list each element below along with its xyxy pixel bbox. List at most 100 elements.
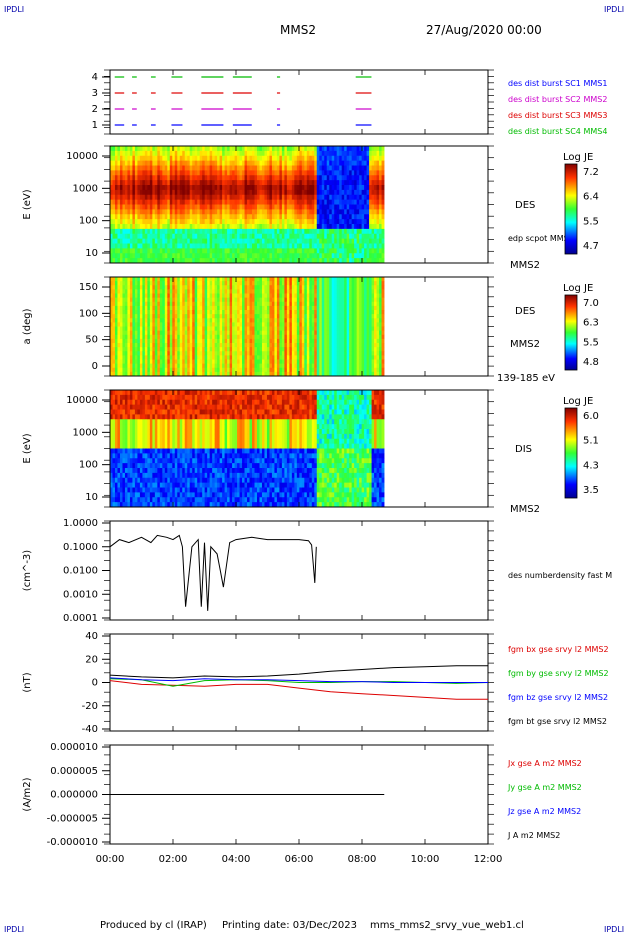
- heatmap-cell: [254, 297, 258, 303]
- heatmap-cell: [256, 248, 260, 254]
- heatmap-cell: [119, 160, 123, 166]
- heatmap-cell: [321, 146, 325, 152]
- heatmap-cell: [207, 338, 211, 344]
- heatmap-cell: [374, 160, 377, 166]
- heatmap-cell: [269, 224, 273, 230]
- heatmap-cell: [112, 219, 116, 225]
- heatmap-cell: [309, 189, 313, 196]
- heatmap-cell: [164, 224, 168, 230]
- heatmap-cell: [172, 189, 176, 196]
- heatmap-cell: [237, 343, 240, 348]
- heatmap-cell: [304, 214, 308, 220]
- heatmap-cell: [309, 204, 313, 210]
- heatmap-cell: [274, 322, 278, 327]
- heatmap-cell: [189, 180, 193, 186]
- heatmap-cell: [164, 338, 168, 344]
- heatmap-cell: [177, 204, 181, 210]
- heatmap-cell: [119, 150, 123, 157]
- heatmap-cell: [119, 318, 123, 323]
- heatmap-cell: [242, 209, 245, 215]
- heatmap-cell: [209, 334, 213, 340]
- heatmap-cell: [339, 214, 343, 220]
- heatmap-cell: [217, 326, 221, 332]
- heatmap-cell: [324, 238, 328, 244]
- heatmap-cell: [359, 219, 363, 225]
- heatmap-cell: [114, 347, 118, 352]
- heatmap-cell: [159, 233, 163, 240]
- heatmap-cell: [321, 199, 325, 205]
- heatmap-cell: [174, 310, 178, 315]
- heatmap-cell: [304, 285, 308, 290]
- heatmap-cell: [204, 180, 208, 186]
- heatmap-cell: [264, 305, 268, 311]
- heatmap-cell: [259, 155, 263, 162]
- heatmap-cell: [289, 343, 293, 348]
- heatmap-cell: [237, 338, 240, 344]
- heatmap-cell: [344, 185, 348, 191]
- heatmap-cell: [336, 326, 340, 332]
- heatmap-cell: [184, 160, 188, 166]
- heatmap-cell: [122, 301, 126, 307]
- heatmap-cell: [264, 160, 268, 166]
- heatmap-cell: [139, 243, 143, 249]
- heatmap-cell: [124, 326, 128, 332]
- heatmap-cell: [256, 214, 260, 220]
- heatmap-cell: [319, 219, 323, 225]
- heatmap-cell: [222, 330, 225, 336]
- heatmap-cell: [224, 175, 228, 181]
- heatmap-cell: [259, 160, 263, 166]
- heatmap-cell: [269, 367, 273, 373]
- heatmap-cell: [326, 310, 330, 315]
- heatmap-cell: [284, 289, 288, 294]
- heatmap-cell: [152, 243, 156, 249]
- heatmap-cell: [142, 322, 146, 327]
- heatmap-cell: [179, 170, 183, 176]
- heatmap-cell: [271, 175, 275, 181]
- heatmap-cell: [284, 322, 288, 327]
- heatmap-cell: [202, 194, 206, 201]
- heatmap-cell: [184, 293, 188, 299]
- heatmap-cell: [174, 305, 178, 311]
- heatmap-cell: [187, 219, 191, 225]
- heatmap-cell: [381, 204, 385, 210]
- heatmap-cell: [271, 233, 275, 240]
- heatmap-cell: [157, 199, 161, 205]
- heatmap-cell: [129, 253, 133, 259]
- heatmap-cell: [174, 258, 178, 264]
- heatmap-cell: [346, 204, 350, 210]
- heatmap-cell: [137, 314, 141, 319]
- heatmap-cell: [274, 355, 278, 360]
- heatmap-cell: [356, 214, 360, 220]
- heatmap-cell: [294, 363, 298, 369]
- heatmap-cell: [366, 180, 370, 186]
- heatmap-cell: [341, 146, 345, 152]
- heatmap-cell: [331, 214, 335, 220]
- heatmap-cell: [229, 363, 233, 369]
- heatmap-cell: [134, 253, 138, 259]
- heatmap-cell: [209, 310, 213, 315]
- heatmap-cell: [249, 146, 253, 152]
- heatmap-cell: [254, 322, 258, 327]
- heatmap-cell: [122, 228, 126, 235]
- heatmap-cell: [214, 165, 218, 171]
- heatmap-cell: [127, 359, 131, 365]
- heatmap-cell: [311, 170, 315, 176]
- heatmap-cell: [247, 289, 250, 294]
- heatmap-cell: [149, 228, 153, 235]
- heatmap-cell: [271, 209, 275, 215]
- heatmap-cell: [304, 363, 308, 369]
- heatmap-cell: [319, 170, 323, 176]
- heatmap-cell: [197, 175, 201, 181]
- heatmap-cell: [279, 359, 283, 365]
- heatmap-cell: [172, 281, 176, 286]
- heatmap-cell: [134, 305, 138, 311]
- heatmap-cell: [264, 330, 268, 336]
- heatmap-cell: [239, 318, 243, 323]
- heatmap-cell: [194, 355, 198, 360]
- heatmap-cell: [177, 219, 181, 225]
- heatmap-cell: [144, 194, 148, 201]
- heatmap-cell: [199, 194, 203, 201]
- heatmap-cell: [247, 281, 250, 286]
- heatmap-cell: [214, 359, 218, 365]
- heatmap-cell: [117, 224, 121, 230]
